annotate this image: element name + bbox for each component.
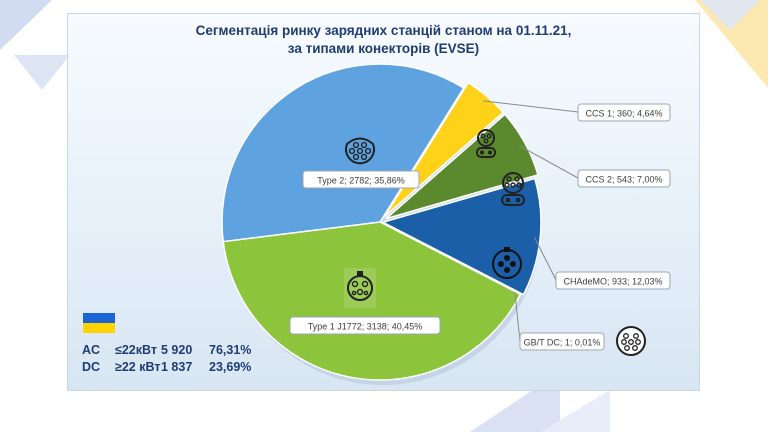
data-label-box-5	[289, 316, 441, 335]
data-label-box-1	[577, 103, 671, 122]
summary-ac-count: 5 920	[161, 343, 193, 357]
connector-icon-ccs-1	[476, 129, 496, 158]
summary-ac-type: AC	[82, 343, 101, 357]
connector-icon-type-1-j1772	[344, 268, 376, 308]
data-label-box-3	[555, 271, 671, 290]
summary-ac-power: ≤22кВт	[115, 343, 158, 357]
pie-slice-6	[221, 63, 465, 243]
connector-icon-ccs-2	[501, 172, 525, 206]
chart-title: Сегментація ринку зарядних станцій стано…	[67, 22, 700, 58]
summary-ac-percent: 76,31%	[209, 343, 252, 357]
chart-title-line-2: за типами конекторів (EVSE)	[287, 41, 480, 56]
leader-line-4	[514, 292, 521, 342]
data-label-4: GB/T DC; 1; 0,01%	[524, 338, 601, 348]
chart-title-line-1: Сегментація ринку зарядних станцій стано…	[195, 23, 572, 38]
summary-dc-type: DC	[82, 360, 101, 374]
data-label-6: Type 2; 2782; 35,86%	[317, 176, 405, 186]
summary-dc-count: 1 837	[161, 360, 193, 374]
data-label-5: Type 1 J1772; 3138; 40,45%	[308, 322, 423, 332]
summary-row-dc: DC ≥22 кВт1 837 23,69%	[82, 359, 251, 376]
connector-icon-chademo	[492, 247, 522, 279]
data-label-box-4	[519, 332, 605, 351]
data-label-3: CHAdeMO; 933; 12,03%	[563, 277, 662, 287]
summary-dc-percent: 23,69%	[209, 360, 252, 374]
leader-line-2	[519, 145, 579, 179]
leader-line-3	[533, 236, 557, 281]
connector-icon-type-2	[345, 137, 375, 165]
ukraine-flag-icon	[83, 313, 115, 333]
pie-slice-2	[385, 113, 539, 220]
summary-row-ac: AC ≤22кВт 5 920 76,31%	[82, 342, 251, 359]
summary-block: AC ≤22кВт 5 920 76,31% DC ≥22 кВт1 837 23,69%	[82, 342, 251, 376]
data-label-box-6	[302, 170, 420, 189]
data-label-2: CCS 2; 543; 7,00%	[585, 175, 662, 185]
data-label-1: CCS 1; 360; 4,64%	[585, 109, 662, 119]
summary-legend: AC ≤22кВт 5 920 76,31% DC ≥22 кВт1 837 23,69%	[82, 313, 251, 376]
leader-line-1	[482, 100, 579, 113]
summary-dc-power: ≥22 кВт	[115, 360, 161, 374]
data-label-box-2	[577, 169, 671, 188]
gbt-connector-icon	[616, 326, 646, 356]
